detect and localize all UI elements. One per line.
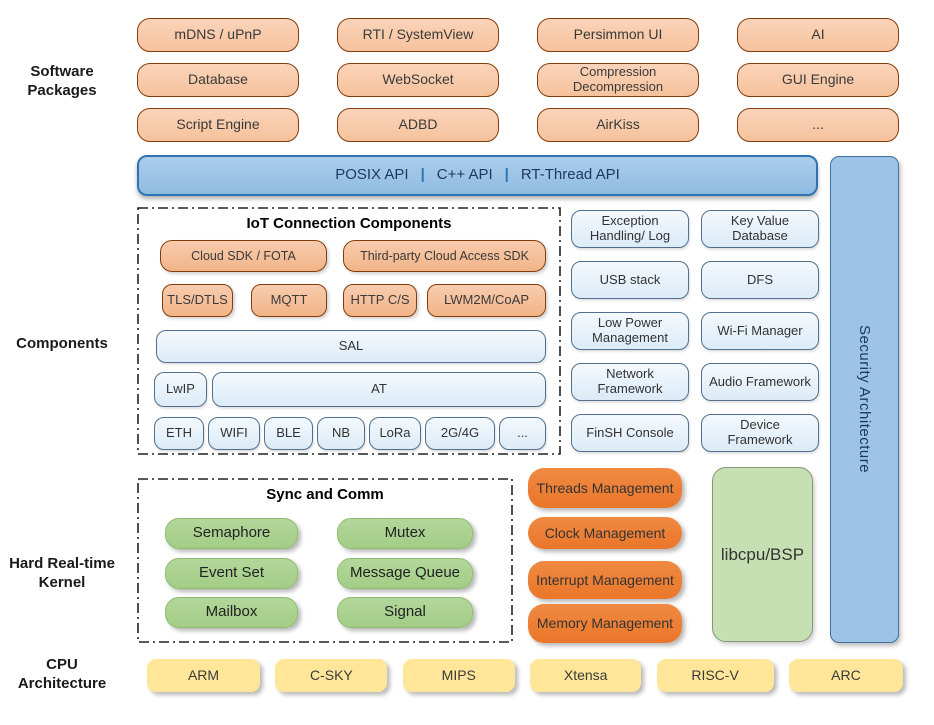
cpu-arch-arm: ARM xyxy=(147,659,260,692)
service-box-key-value-db: Key Value Database xyxy=(701,210,819,248)
software-package-box: Script Engine xyxy=(137,108,299,142)
cloud-sdk-fota-box: Cloud SDK / FOTA xyxy=(160,240,327,272)
cpu-arch-mips: MIPS xyxy=(402,659,515,692)
link-box-nb: NB xyxy=(317,417,365,450)
link-box-ble: BLE xyxy=(264,417,313,450)
section-label-kernel: Hard Real-time Kernel xyxy=(9,555,115,591)
libcpu-bsp-box: libcpu/BSP xyxy=(712,467,813,642)
cpu-arch-riscv: RISC-V xyxy=(656,659,774,692)
kernel-object-mutex: Mutex xyxy=(337,518,473,549)
software-package-box: RTI / SystemView xyxy=(337,18,499,52)
software-package-box: ADBD xyxy=(337,108,499,142)
service-box-finsh-console: FinSH Console xyxy=(571,414,689,452)
section-label-software-packages: Software Packages xyxy=(27,63,97,99)
cpu-arch-csky: C-SKY xyxy=(275,659,388,692)
link-box-lora: LoRa xyxy=(369,417,421,450)
protocol-box-lwm2m: LWM2M/CoAP xyxy=(427,284,546,317)
iot-box-title: IoT Connection Components xyxy=(246,215,452,232)
component-services-grid: Exception Handling/ Log Key Value Databa… xyxy=(571,210,819,452)
management-pill-interrupt: Interrupt Management xyxy=(528,561,682,599)
protocol-box-mqtt: MQTT xyxy=(251,284,327,317)
software-package-box: mDNS / uPnP xyxy=(137,18,299,52)
management-pill-threads: Threads Management xyxy=(528,468,682,508)
service-box-dfs: DFS xyxy=(701,261,819,299)
at-box: AT xyxy=(212,372,546,407)
sync-comm-title: Sync and Comm xyxy=(266,486,384,503)
sync-and-comm-box: Sync and Comm Semaphore Mutex Event Set … xyxy=(137,478,513,643)
security-architecture-bar: Security Architecture xyxy=(830,156,899,643)
link-box-wifi: WIFI xyxy=(208,417,260,450)
lwip-box: LwIP xyxy=(154,372,207,407)
api-segment-posix: POSIX API xyxy=(335,166,409,184)
software-package-box: Persimmon UI xyxy=(537,18,699,52)
cpu-arch-arc: ARC xyxy=(788,659,903,692)
software-package-box: AI xyxy=(737,18,899,52)
protocol-box-http: HTTP C/S xyxy=(343,284,417,317)
protocol-box-tls: TLS/DTLS xyxy=(162,284,233,317)
cpu-arch-xtensa: Xtensa xyxy=(530,659,642,692)
service-box-wifi-manager: Wi-Fi Manager xyxy=(701,312,819,350)
service-box-audio-framework: Audio Framework xyxy=(701,363,819,401)
section-label-cpu-architecture: CPU Architecture xyxy=(17,656,107,692)
link-box-2g4g: 2G/4G xyxy=(425,417,495,450)
third-party-cloud-sdk-box: Third-party Cloud Access SDK xyxy=(343,240,546,272)
api-separator: | xyxy=(420,166,425,184)
software-package-box: GUI Engine xyxy=(737,63,899,97)
service-box-low-power: Low Power Management xyxy=(571,312,689,350)
software-packages-grid: mDNS / uPnP RTI / SystemView Persimmon U… xyxy=(137,18,899,142)
software-package-box: AirKiss xyxy=(537,108,699,142)
service-box-exception-log: Exception Handling/ Log xyxy=(571,210,689,248)
link-box-eth: ETH xyxy=(154,417,204,450)
api-segment-cpp: C++ API xyxy=(436,166,493,184)
api-separator: | xyxy=(504,166,509,184)
kernel-object-semaphore: Semaphore xyxy=(165,518,298,549)
iot-connection-components-box: IoT Connection Components Cloud SDK / FO… xyxy=(137,207,561,455)
software-package-box: WebSocket xyxy=(337,63,499,97)
api-bar: POSIX API | C++ API | RT-Thread API xyxy=(137,155,818,196)
service-box-network-framework: Network Framework xyxy=(571,363,689,401)
section-label-components: Components xyxy=(16,335,108,352)
management-pill-memory: Memory Management xyxy=(528,604,682,643)
service-box-usb-stack: USB stack xyxy=(571,261,689,299)
management-pill-clock: Clock Management xyxy=(528,517,682,549)
software-package-box: Compression Decompression xyxy=(537,63,699,97)
api-segment-rtthread: RT-Thread API xyxy=(520,166,620,184)
service-box-device-framework: Device Framework xyxy=(701,414,819,452)
sal-box: SAL xyxy=(156,330,546,363)
software-package-box: ... xyxy=(737,108,899,142)
link-layer-row: ETH WIFI BLE NB LoRa 2G/4G ... xyxy=(154,417,548,450)
cpu-architecture-row: ARM C-SKY MIPS Xtensa RISC-V ARC xyxy=(147,659,903,692)
kernel-object-event-set: Event Set xyxy=(165,558,298,589)
software-package-box: Database xyxy=(137,63,299,97)
link-box-more: ... xyxy=(499,417,546,450)
kernel-object-mailbox: Mailbox xyxy=(165,597,298,628)
kernel-object-message-queue: Message Queue xyxy=(337,558,473,589)
kernel-object-signal: Signal xyxy=(337,597,473,628)
